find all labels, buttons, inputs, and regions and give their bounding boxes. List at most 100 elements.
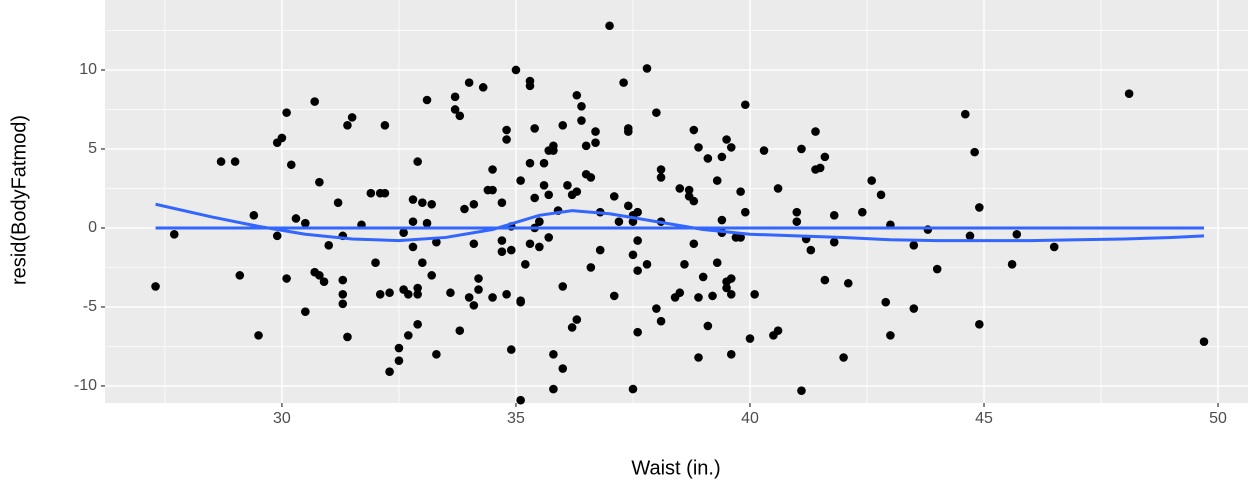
x-tick-label: 40	[741, 410, 759, 427]
point	[469, 301, 479, 310]
panel	[105, 0, 1248, 403]
point	[488, 165, 497, 174]
point	[558, 282, 568, 291]
point	[932, 264, 942, 274]
point	[338, 299, 348, 309]
point	[521, 259, 530, 269]
point	[497, 247, 507, 256]
point	[881, 297, 891, 307]
point	[516, 297, 525, 307]
point	[338, 275, 348, 285]
point	[717, 215, 727, 225]
point	[343, 332, 352, 342]
point	[404, 331, 413, 340]
point	[591, 127, 600, 136]
point	[455, 326, 465, 335]
x-tick-label: 35	[507, 410, 525, 427]
point	[792, 207, 802, 217]
point	[235, 271, 245, 280]
point	[675, 288, 685, 298]
point	[633, 236, 642, 245]
point	[497, 198, 507, 207]
x-tick-label: 50	[1209, 410, 1227, 427]
point	[572, 90, 582, 100]
point	[380, 188, 390, 198]
point	[516, 176, 525, 185]
point	[432, 237, 441, 247]
point	[689, 125, 699, 135]
point	[619, 78, 628, 87]
point	[272, 231, 282, 241]
point	[418, 198, 427, 207]
point	[736, 233, 745, 242]
point	[474, 285, 483, 294]
point	[694, 293, 703, 302]
point	[408, 242, 418, 252]
point	[469, 239, 479, 249]
point	[586, 173, 596, 182]
point	[338, 290, 348, 299]
point	[628, 384, 638, 394]
point	[347, 113, 357, 122]
y-axis-title: resid(BodyFatmod)	[8, 115, 30, 285]
point	[741, 100, 750, 110]
point	[820, 275, 830, 285]
point	[286, 160, 296, 170]
point	[394, 356, 404, 365]
point	[965, 231, 975, 241]
point	[460, 204, 469, 214]
point	[455, 111, 465, 121]
point	[708, 291, 717, 301]
point	[464, 293, 474, 302]
line	[155, 202, 1205, 243]
point	[544, 190, 554, 200]
point	[418, 258, 427, 268]
point	[684, 185, 694, 195]
point	[277, 133, 287, 143]
point	[652, 304, 661, 313]
point	[642, 64, 652, 73]
point	[811, 127, 820, 136]
point	[591, 138, 600, 147]
point	[301, 218, 310, 228]
point	[689, 196, 699, 206]
point	[408, 217, 418, 226]
point	[717, 152, 727, 162]
point	[535, 242, 544, 252]
point	[469, 199, 479, 209]
point	[741, 207, 750, 217]
point	[726, 290, 736, 299]
point	[385, 288, 394, 298]
point	[567, 323, 577, 332]
point	[595, 245, 605, 255]
point	[506, 345, 516, 354]
point	[506, 245, 516, 255]
point	[399, 228, 408, 238]
point	[301, 307, 310, 316]
point	[736, 187, 745, 196]
point	[408, 195, 418, 204]
point	[525, 76, 535, 86]
point	[558, 364, 568, 373]
point	[315, 177, 324, 187]
point	[450, 105, 460, 114]
point	[539, 181, 549, 190]
point	[839, 353, 848, 362]
point	[427, 271, 437, 280]
point	[633, 266, 642, 275]
point	[530, 124, 539, 133]
point	[249, 211, 259, 220]
point	[680, 259, 689, 269]
point	[502, 125, 511, 135]
point	[544, 233, 554, 242]
point	[151, 282, 160, 291]
y-tick-label: 0	[88, 219, 97, 236]
point	[525, 158, 535, 168]
point	[572, 187, 582, 196]
point	[656, 165, 666, 174]
point	[282, 108, 291, 117]
point	[535, 217, 544, 226]
point	[1199, 337, 1209, 347]
point	[698, 272, 708, 282]
